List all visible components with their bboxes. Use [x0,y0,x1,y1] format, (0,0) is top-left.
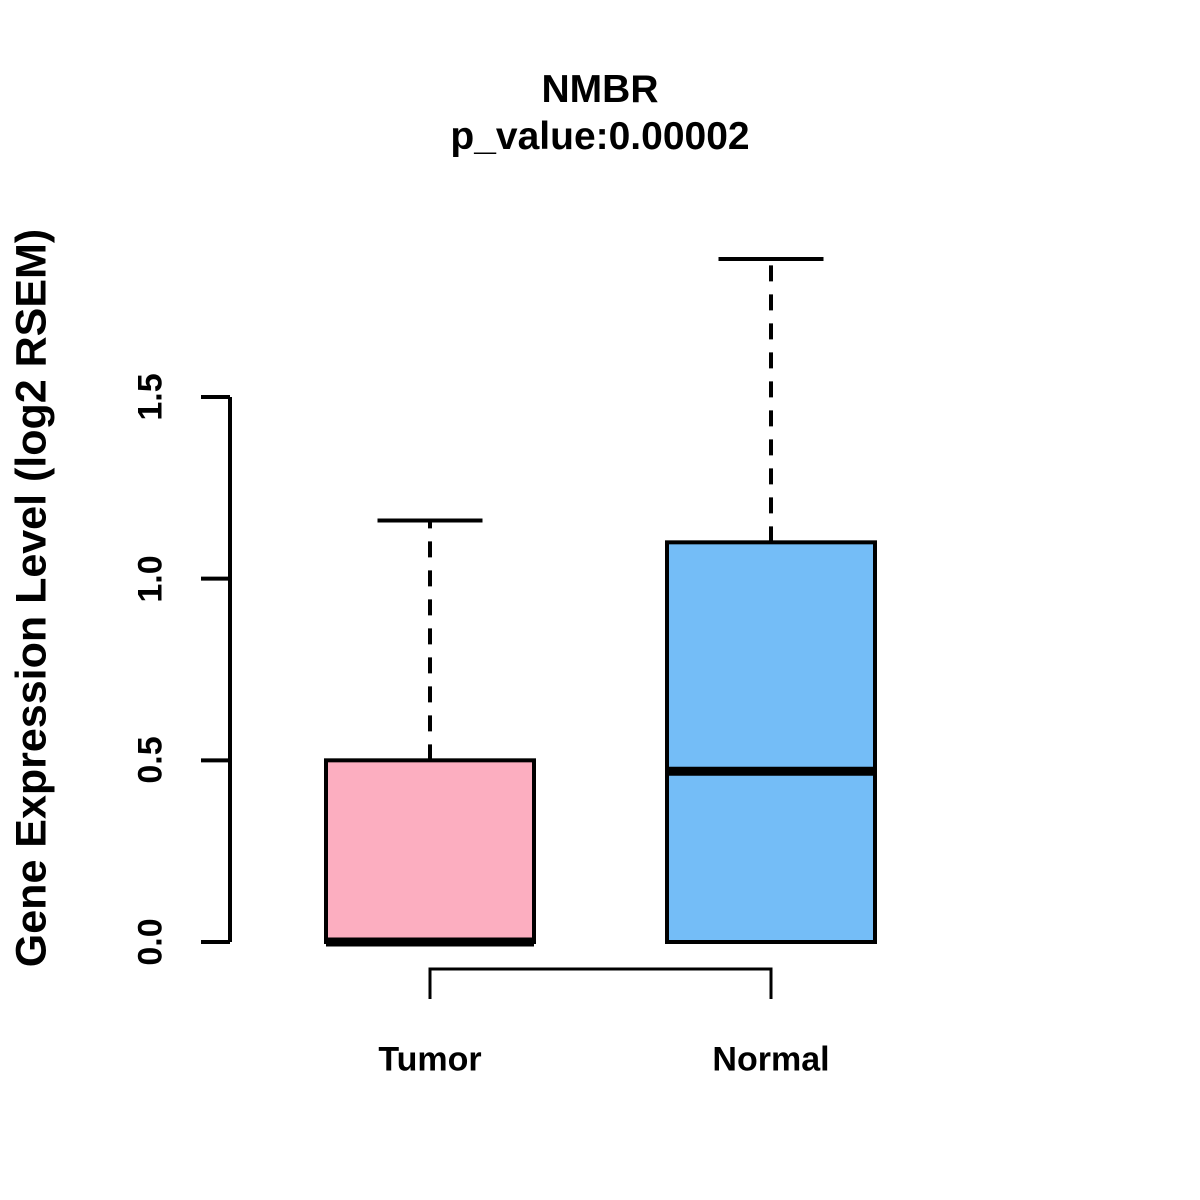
y-tick-label-0.0: 0.0 [131,918,170,966]
box-normal [665,540,877,944]
y-axis-label: Gene Expression Level (log2 RSEM) [7,228,56,968]
chart-title: NMBR [541,68,659,111]
comparison-bracket [428,967,773,999]
y-tick-label-0.5: 0.5 [131,736,170,784]
y-tick-label-1.5: 1.5 [131,373,170,421]
x-category-label-normal: Normal [712,1040,830,1079]
title-block: NMBR p_value:0.00002 [0,66,1200,160]
box-tumor [324,758,536,945]
x-category-label-tumor: Tumor [378,1040,482,1079]
y-tick-label-1.0: 1.0 [131,555,170,603]
chart-subtitle: p_value:0.00002 [450,115,750,158]
